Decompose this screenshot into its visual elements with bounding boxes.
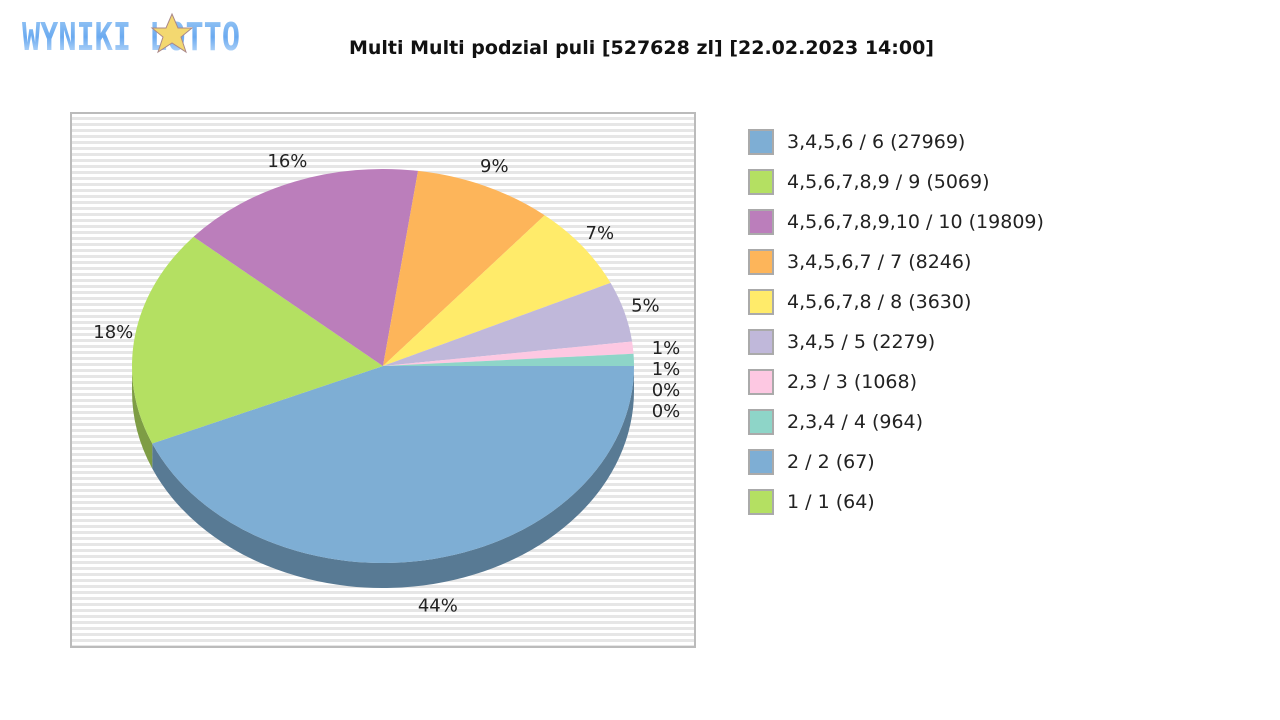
slice-percent-label: 44% <box>418 596 458 617</box>
legend-label: 1 / 1 (64) <box>787 491 875 513</box>
legend-swatch <box>748 289 774 315</box>
legend-label: 3,4,5,6 / 6 (27969) <box>787 131 966 153</box>
plot-area: 44% 18% 16% 9% 7% 5% 1% 1% 0% 0% <box>70 112 696 648</box>
svg-text:WYNIKI LOTTO: WYNIKI LOTTO <box>22 15 240 58</box>
slice-percent-label: 0% <box>652 380 681 401</box>
pie-slice <box>383 353 634 366</box>
legend-item: 4,5,6,7,8,9 / 9 (5069) <box>748 162 1044 202</box>
legend-swatch <box>748 449 774 475</box>
slice-percent-label: 9% <box>480 156 509 177</box>
legend-swatch <box>748 489 774 515</box>
slice-percent-label: 0% <box>652 401 681 422</box>
legend-swatch <box>748 209 774 235</box>
legend-item: 3,4,5,6 / 6 (27969) <box>748 122 1044 162</box>
pie-slice <box>193 169 419 366</box>
slice-percent-label: 5% <box>631 295 660 316</box>
legend-label: 4,5,6,7,8,9,10 / 10 (19809) <box>787 211 1044 233</box>
legend-swatch <box>748 369 774 395</box>
pie-slice <box>132 236 383 444</box>
wyniki-lotto-logo: WYNIKI LOTTO <box>22 12 240 58</box>
legend-label: 4,5,6,7,8 / 8 (3630) <box>787 291 972 313</box>
pie-slice <box>383 282 633 366</box>
legend-swatch <box>748 249 774 275</box>
legend-swatch <box>748 409 774 435</box>
slice-percent-label: 16% <box>267 151 307 172</box>
legend: 3,4,5,6 / 6 (27969) 4,5,6,7,8,9 / 9 (5069… <box>748 122 1044 522</box>
pie-slice <box>383 215 611 366</box>
legend-label: 4,5,6,7,8,9 / 9 (5069) <box>787 171 990 193</box>
legend-label: 2 / 2 (67) <box>787 451 875 473</box>
slice-percent-label: 1% <box>652 359 681 380</box>
legend-item: 1 / 1 (64) <box>748 482 1044 522</box>
legend-label: 3,4,5 / 5 (2279) <box>787 331 936 353</box>
legend-item: 2,3 / 3 (1068) <box>748 362 1044 402</box>
slice-side-1 <box>132 366 153 469</box>
legend-swatch <box>748 329 774 355</box>
slice-percent-label: 1% <box>652 338 681 359</box>
legend-item: 2 / 2 (67) <box>748 442 1044 482</box>
chart-title: Multi Multi podzial puli [527628 zl] [22… <box>348 37 934 59</box>
pie-slice <box>383 170 545 366</box>
pie-chart: 44%18%16% 9%7%5%1%1%0%0% <box>93 151 681 617</box>
legend-swatch <box>748 129 774 155</box>
legend-item: 3,4,5,6,7 / 7 (8246) <box>748 242 1044 282</box>
legend-item: 4,5,6,7,8 / 8 (3630) <box>748 282 1044 322</box>
slice-percent-label: 18% <box>93 322 133 343</box>
pie-slice <box>152 366 635 563</box>
legend-label: 3,4,5,6,7 / 7 (8246) <box>787 251 972 273</box>
legend-item: 3,4,5 / 5 (2279) <box>748 322 1044 362</box>
slice-percent-label: 7% <box>586 223 615 244</box>
legend-label: 2,3 / 3 (1068) <box>787 371 918 393</box>
legend-swatch <box>748 169 774 195</box>
pie-slice <box>383 341 634 366</box>
legend-label: 2,3,4 / 4 (964) <box>787 411 924 433</box>
legend-item: 4,5,6,7,8,9,10 / 10 (19809) <box>748 202 1044 242</box>
legend-item: 2,3,4 / 4 (964) <box>748 402 1044 442</box>
